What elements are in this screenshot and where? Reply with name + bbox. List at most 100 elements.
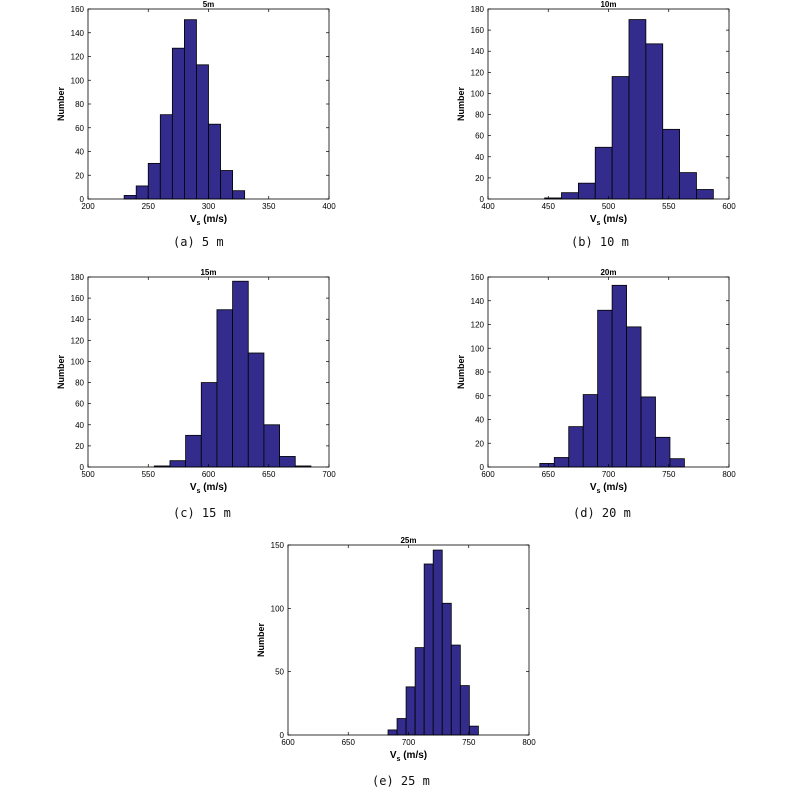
y-tick-label: 80: [75, 379, 84, 388]
y-tick-label: 180: [471, 5, 485, 14]
y-tick-label: 120: [471, 68, 485, 77]
y-tick-label: 100: [471, 344, 485, 353]
histogram-bar: [232, 280, 249, 468]
histogram-panel-e: 25m 600 650 700 750 800 0 50 100 150 Vs (m/s) Numbe…: [255, 536, 545, 766]
x-tick-label: 750: [662, 470, 676, 479]
x-tick-label: 300: [202, 202, 216, 211]
histogram-bar: [611, 284, 627, 468]
histogram-bar: [414, 647, 425, 736]
y-tick-label: 0: [480, 195, 485, 204]
histogram-bar: [387, 729, 398, 736]
x-tick-label: 400: [322, 202, 336, 211]
histogram-bar: [553, 457, 570, 468]
y-axis-label: Number: [256, 623, 266, 658]
x-tick-label: 650: [342, 738, 356, 747]
caption-e: (e) 25 m: [372, 774, 430, 788]
y-tick-label: 0: [80, 195, 85, 204]
histogram-bar: [577, 182, 596, 200]
x-tick-label: 650: [542, 470, 556, 479]
histogram-bar: [220, 170, 234, 200]
y-tick-label: 40: [475, 416, 484, 425]
y-tick-label: 140: [471, 47, 485, 56]
y-tick-label: 140: [71, 29, 85, 38]
histogram-bar: [441, 602, 452, 736]
caption-d: (d) 20 m: [573, 506, 631, 520]
histogram-15m: 15m 500 550 600 650 700 0 20 40 60 80 100 120 140 160 1…: [56, 268, 336, 495]
histogram-bar: [655, 436, 671, 468]
y-tick-label: 80: [475, 368, 484, 377]
y-tick-label: 20: [475, 174, 484, 183]
histogram-bar: [679, 172, 697, 200]
y-tick-label: 20: [75, 171, 84, 180]
histogram-bar: [423, 563, 434, 736]
y-tick-label: 0: [480, 463, 485, 472]
x-tick-label: 800: [522, 738, 536, 747]
histogram-bar: [582, 394, 599, 468]
histogram-25m: 25m 600 650 700 750 800 0 50 100 150 Vs (m/s) Numbe…: [256, 536, 536, 763]
histogram-bar: [159, 114, 173, 200]
x-axis-label: Vs (m/s): [190, 214, 227, 227]
x-tick-label: 700: [322, 470, 336, 479]
chart-title: 10m: [600, 0, 616, 9]
x-tick-label: 200: [81, 202, 95, 211]
histogram-bar: [561, 192, 579, 200]
histogram-bar: [432, 549, 443, 736]
y-axis-label: Number: [56, 355, 66, 390]
y-tick-label: 120: [471, 321, 485, 330]
histogram-bar: [396, 718, 407, 736]
y-tick-label: 160: [471, 26, 485, 35]
histogram-panel-d: 20m 600 650 700 750 800 0 20 40 60 80 100 120 140 160 V…: [455, 268, 745, 498]
y-axis-label: Number: [56, 87, 66, 122]
histogram-bar: [468, 725, 479, 736]
y-tick-label: 160: [71, 294, 85, 303]
x-tick-label: 750: [462, 738, 476, 747]
histogram-panel-c: 15m 500 550 600 650 700 0 20 40 60 80 100 120 140 160 1…: [55, 268, 345, 498]
x-tick-label: 800: [722, 470, 736, 479]
y-tick-label: 0: [80, 463, 85, 472]
x-tick-label: 700: [602, 470, 616, 479]
histogram-bar: [147, 162, 161, 200]
histogram-bar: [405, 686, 416, 736]
y-tick-label: 40: [475, 153, 484, 162]
histogram-bar: [568, 426, 584, 468]
y-tick-label: 140: [71, 315, 85, 324]
histogram-panel-a: 5m 200 250 300 350 400 0 20 40 60 80 100 120 140 160 Vs…: [55, 0, 345, 230]
histogram-bar: [626, 326, 642, 468]
y-tick-label: 100: [271, 604, 285, 613]
y-tick-label: 60: [75, 400, 84, 409]
x-tick-label: 250: [142, 202, 156, 211]
histogram-bar: [135, 185, 149, 200]
y-tick-label: 60: [475, 132, 484, 141]
histogram-bar: [232, 190, 246, 200]
histogram-bar: [183, 19, 197, 200]
chart-title: 20m: [600, 268, 616, 277]
x-axis-label: Vs (m/s): [390, 750, 427, 763]
y-tick-label: 160: [71, 5, 85, 14]
histogram-bar: [628, 19, 647, 200]
y-tick-label: 100: [71, 357, 85, 366]
y-tick-label: 140: [471, 297, 485, 306]
histogram-bar: [196, 64, 209, 200]
y-tick-label: 0: [280, 731, 285, 740]
chart-title: 15m: [200, 268, 216, 277]
histogram-bar: [459, 685, 470, 736]
y-tick-label: 160: [471, 273, 485, 282]
x-tick-label: 600: [281, 738, 295, 747]
caption-b: (b) 10 m: [571, 235, 629, 249]
y-tick-label: 20: [475, 439, 484, 448]
x-tick-label: 700: [402, 738, 416, 747]
y-tick-label: 50: [275, 668, 284, 677]
histogram-bar: [539, 463, 555, 468]
x-tick-label: 650: [262, 470, 276, 479]
caption-a: (a) 5 m: [173, 235, 224, 249]
histogram-bar: [171, 47, 185, 200]
histogram-bar: [450, 644, 461, 736]
histogram-bar: [279, 456, 296, 468]
y-tick-label: 120: [71, 53, 85, 62]
histogram-bar: [185, 434, 202, 468]
histogram-bar: [640, 396, 656, 468]
histogram-bar: [611, 76, 630, 200]
histogram-bar: [123, 195, 137, 200]
y-tick-label: 100: [471, 89, 485, 98]
x-tick-label: 400: [481, 202, 495, 211]
